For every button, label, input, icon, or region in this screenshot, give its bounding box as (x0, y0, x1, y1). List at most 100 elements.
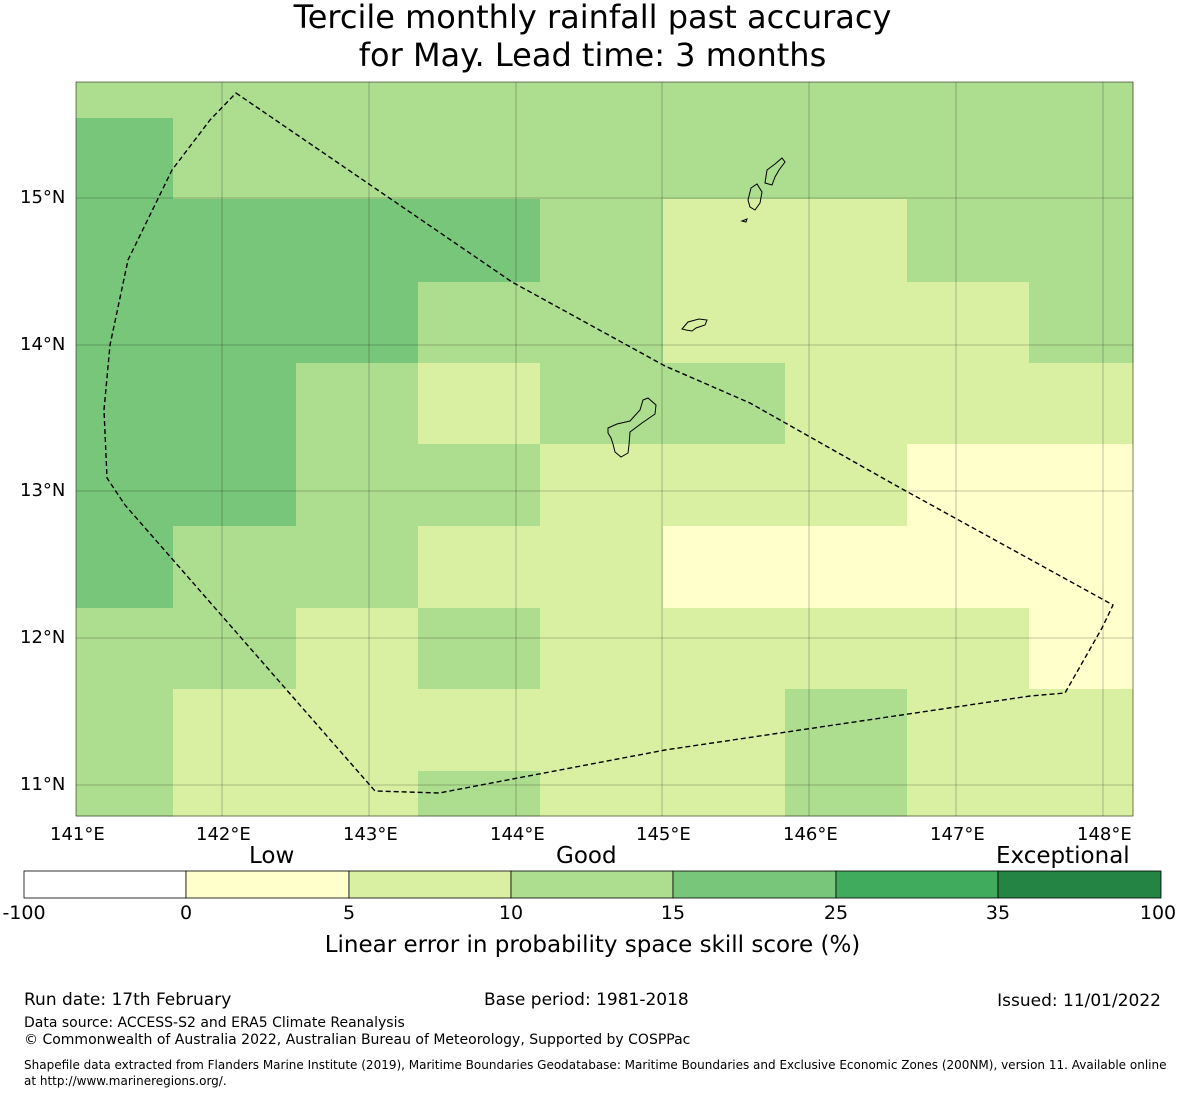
lon-label-146e: 146°E (783, 824, 838, 845)
grid-cell (663, 199, 786, 283)
grid-cell (418, 771, 541, 817)
lat-label-15n: 15°N (20, 187, 66, 208)
map-frame (75, 81, 1134, 817)
grid-cell (907, 608, 1030, 690)
grid-cell (173, 199, 297, 283)
grid-cell (907, 82, 1030, 119)
grid-cell (785, 282, 908, 364)
grid-cell (785, 771, 908, 817)
grid-cell (173, 363, 297, 445)
grid-cell (540, 526, 664, 609)
grid-cell (296, 444, 419, 527)
legend-tick: 10 (498, 902, 524, 924)
grid-cell (907, 771, 1030, 817)
grid-cell (296, 199, 419, 283)
grid-cell (418, 363, 541, 445)
legend-word-exceptional: Exceptional (996, 843, 1130, 869)
legend-swatch (835, 870, 999, 899)
grid-cell (907, 444, 1030, 527)
legend-tick: 25 (823, 902, 849, 924)
lat-label-11n: 11°N (20, 774, 66, 795)
grid-cell (173, 608, 297, 690)
lat-label-14n: 14°N (20, 334, 66, 355)
grid-cell (540, 363, 664, 445)
lon-label-143e: 143°E (343, 824, 398, 845)
grid-cell (540, 444, 664, 527)
grid-cell (540, 689, 664, 772)
grid-cell (1029, 689, 1134, 772)
grid-cell (1029, 526, 1134, 609)
grid-cell (907, 282, 1030, 364)
grid-cell (540, 282, 664, 364)
grid-cell (173, 282, 297, 364)
grid-cell (418, 282, 541, 364)
island-aguijan (740, 218, 748, 223)
grid-cell (76, 689, 174, 772)
island-tinian (747, 183, 763, 211)
map-title-line2: for May. Lead time: 3 months (358, 36, 827, 74)
grid-cell (418, 82, 541, 119)
grid-cell (76, 82, 174, 119)
grid-cell (1029, 282, 1134, 364)
legend-swatch (185, 870, 350, 899)
grid-cell (663, 363, 786, 445)
shapefile-credit: Shapefile data extracted from Flanders M… (24, 1058, 1167, 1088)
grid-cell (785, 444, 908, 527)
legend-swatch (348, 870, 512, 899)
grid-cell (663, 118, 786, 200)
graticule (76, 82, 1133, 816)
grid-cell (296, 608, 419, 690)
grid-cell (296, 363, 419, 445)
lon-label-145e: 145°E (636, 824, 691, 845)
lon-label-147e: 147°E (930, 824, 985, 845)
grid-cell (1029, 608, 1134, 690)
skill-map (75, 81, 1134, 817)
legend-swatch (672, 870, 837, 899)
grid-cell (173, 444, 297, 527)
island-guam (607, 397, 657, 458)
grid-cell (418, 444, 541, 527)
legend-swatch (510, 870, 674, 899)
grid-cell (418, 689, 541, 772)
legend-title: Linear error in probability space skill … (324, 932, 861, 958)
eez-boundary (103, 92, 1114, 794)
grid-cell (663, 526, 786, 609)
legend-tick: 100 (1139, 902, 1177, 924)
run-date: Run date: 17th February (24, 990, 232, 1010)
grid-cell (173, 689, 297, 772)
base-period: Base period: 1981-2018 (484, 990, 689, 1010)
island-saipan (764, 157, 786, 186)
grid-cell (173, 82, 297, 119)
grid-cell (296, 526, 419, 609)
lon-label-148e: 148°E (1077, 824, 1132, 845)
map-title-line1: Tercile monthly rainfall past accuracy (293, 0, 892, 36)
grid-cell (785, 526, 908, 609)
grid-cell (76, 199, 174, 283)
lon-label-144e: 144°E (490, 824, 545, 845)
grid-cell (296, 282, 419, 364)
grid-cell (663, 689, 786, 772)
legend-tick: -100 (2, 902, 46, 924)
grid-cell (1029, 118, 1134, 200)
grid-cell (907, 118, 1030, 200)
lon-label-141e: 141°E (50, 824, 105, 845)
grid-cell (76, 363, 174, 445)
grid-cell (296, 118, 419, 200)
grid-cell (418, 526, 541, 609)
lat-label-13n: 13°N (20, 480, 66, 501)
grid-cell (418, 608, 541, 690)
grid-cell (785, 82, 908, 119)
skill-grid (76, 82, 1134, 817)
grid-cell (1029, 444, 1134, 527)
issued-date: Issued: 11/01/2022 (997, 991, 1161, 1011)
legend-tick: 35 (985, 902, 1011, 924)
legend-tick: 0 (179, 902, 193, 924)
grid-cell (76, 118, 174, 200)
legend-swatch (23, 870, 187, 899)
grid-cell (418, 199, 541, 283)
legend-swatch (997, 870, 1162, 899)
grid-cell (663, 82, 786, 119)
grid-cell (296, 689, 419, 772)
islands (607, 157, 786, 458)
grid-cell (1029, 771, 1134, 817)
